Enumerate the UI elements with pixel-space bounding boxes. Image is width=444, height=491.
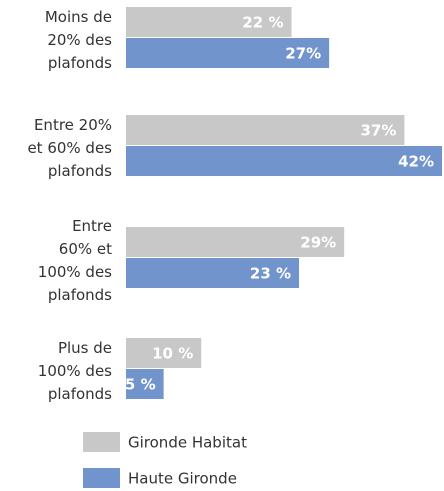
bar	[126, 369, 164, 399]
bar	[126, 258, 300, 288]
legend-swatch	[83, 432, 120, 452]
value-label: 29%	[300, 234, 336, 252]
value-label: 5 %	[125, 376, 156, 394]
value-label: 37%	[360, 122, 396, 140]
value-label: 27%	[285, 45, 321, 63]
legend-swatch	[83, 468, 120, 488]
bar	[126, 115, 405, 145]
legend-label: Gironde Habitat	[128, 434, 247, 452]
legend-label: Haute Gironde	[128, 470, 237, 488]
bar	[126, 227, 345, 257]
bar	[126, 146, 442, 176]
bar	[126, 338, 202, 368]
category-label: Entre 20% et 60% des plafonds	[27, 116, 112, 180]
category-label: Plus de 100% des plafonds	[37, 339, 112, 403]
value-label: 23 %	[250, 265, 291, 283]
bar	[126, 7, 292, 37]
category-label: Moins de 20% des plafonds	[44, 8, 112, 72]
value-label: 10 %	[152, 345, 193, 363]
value-label: 22 %	[242, 14, 283, 32]
category-label: Entre 60% et 100% des plafonds	[37, 216, 112, 304]
bar	[126, 38, 330, 68]
value-label: 42%	[398, 153, 434, 171]
